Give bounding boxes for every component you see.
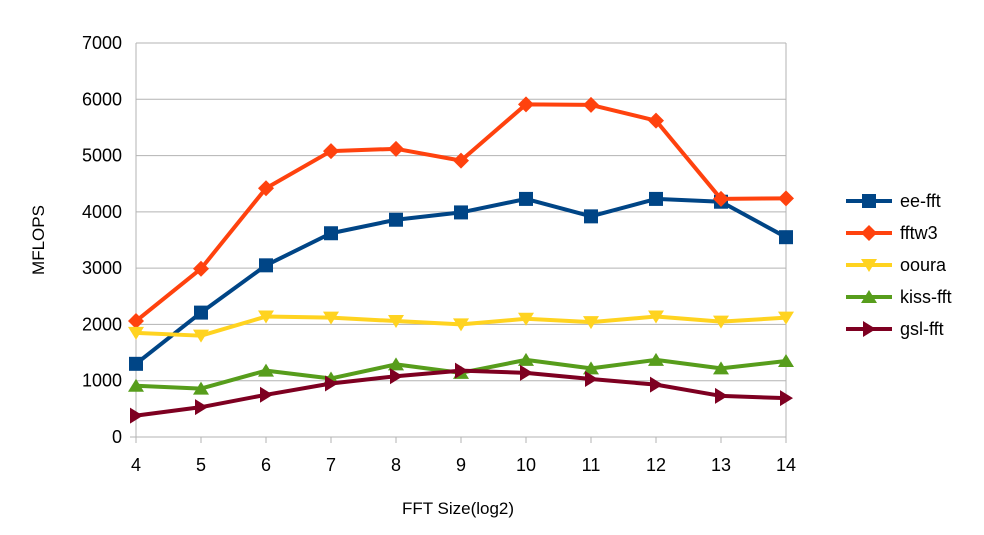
legend-item: ee-fft (846, 191, 941, 211)
y-tick-label: 2000 (82, 314, 122, 334)
x-tick-label: 9 (456, 455, 466, 475)
x-tick-label: 7 (326, 455, 336, 475)
x-tick-label: 14 (776, 455, 796, 475)
y-tick-label: 6000 (82, 89, 122, 109)
data-point (778, 190, 794, 207)
legend-label: ooura (900, 255, 947, 275)
data-point (520, 364, 533, 381)
data-point (129, 356, 143, 371)
data-point (388, 315, 404, 329)
data-point (130, 407, 143, 424)
legend-item: kiss-fft (846, 287, 952, 307)
data-point (648, 310, 664, 324)
data-point (713, 315, 729, 329)
data-point (258, 363, 274, 377)
data-point (650, 376, 663, 393)
data-point (648, 352, 664, 366)
series-ooura (128, 310, 794, 343)
legend-swatch-marker (863, 321, 876, 337)
y-tick-label: 5000 (82, 146, 122, 166)
legend-label: kiss-fft (900, 287, 952, 307)
data-point (454, 205, 468, 220)
data-point (518, 352, 534, 366)
y-tick-label: 0 (112, 427, 122, 447)
y-tick-label: 4000 (82, 202, 122, 222)
legend-swatch-marker (861, 259, 877, 272)
x-tick-labels: 4 5 6 7 8 9 10 11 12 13 14 (131, 455, 796, 475)
x-tick-label: 5 (196, 455, 206, 475)
data-point (778, 354, 794, 368)
legend-item: gsl-fft (846, 319, 944, 339)
data-point (194, 305, 208, 320)
x-tick-label: 8 (391, 455, 401, 475)
x-tick-label: 10 (516, 455, 536, 475)
series-fftw3 (128, 96, 794, 330)
legend-label: ee-fft (900, 191, 941, 211)
data-point (325, 375, 338, 392)
data-point (585, 371, 598, 388)
data-point (713, 361, 729, 375)
data-point (455, 362, 468, 379)
data-point (583, 316, 599, 330)
x-tick-label: 4 (131, 455, 141, 475)
data-point (518, 96, 534, 113)
x-tick-label: 6 (261, 455, 271, 475)
data-point (258, 180, 274, 197)
x-tick-label: 11 (582, 455, 601, 475)
data-point (128, 313, 144, 330)
data-point (649, 191, 663, 206)
data-point (778, 311, 794, 325)
data-point (648, 112, 664, 129)
data-point (128, 378, 144, 392)
data-point (260, 386, 273, 403)
data-point (583, 361, 599, 375)
series-layer (128, 96, 794, 424)
x-axis-title: FFT Size(log2) (402, 499, 514, 518)
data-point (388, 357, 404, 371)
data-point (193, 381, 209, 395)
data-point (324, 226, 338, 241)
data-point (323, 311, 339, 325)
legend-swatch-marker (861, 225, 877, 241)
legend-item: fftw3 (846, 223, 938, 243)
data-point (780, 390, 793, 407)
data-point (518, 312, 534, 326)
data-point (453, 152, 469, 169)
legend-swatch-marker (861, 290, 877, 303)
data-point (128, 326, 144, 340)
y-tick-label: 1000 (82, 371, 122, 391)
series-ee-fft (129, 191, 793, 371)
legend-item: ooura (846, 255, 947, 275)
data-point (713, 190, 729, 207)
data-point (193, 260, 209, 277)
data-point (583, 96, 599, 113)
legend: ee-fft fftw3 ooura kiss-fft gsl-fft (846, 191, 952, 339)
legend-swatch-marker (862, 194, 876, 208)
y-tick-label: 7000 (82, 33, 122, 53)
data-point (390, 368, 403, 385)
data-point (323, 143, 339, 160)
data-point (193, 329, 209, 343)
data-point (519, 191, 533, 206)
y-tick-label: 3000 (82, 258, 122, 278)
series-line (134, 196, 787, 366)
series-gsl-fft (130, 362, 793, 424)
data-point (779, 230, 793, 245)
data-point (258, 310, 274, 324)
data-point (195, 399, 208, 416)
data-point (715, 387, 728, 404)
data-point (389, 212, 403, 227)
data-point (259, 258, 273, 273)
legend-label: fftw3 (900, 223, 938, 243)
y-tick-labels: 0 1000 2000 3000 4000 5000 6000 7000 (82, 33, 122, 447)
legend-label: gsl-fft (900, 319, 944, 339)
y-axis-title: MFLOPS (29, 205, 48, 275)
data-point (584, 209, 598, 224)
data-point (388, 140, 404, 157)
data-point (453, 318, 469, 332)
x-tick-label: 13 (711, 455, 731, 475)
x-tick-label: 12 (646, 455, 666, 475)
